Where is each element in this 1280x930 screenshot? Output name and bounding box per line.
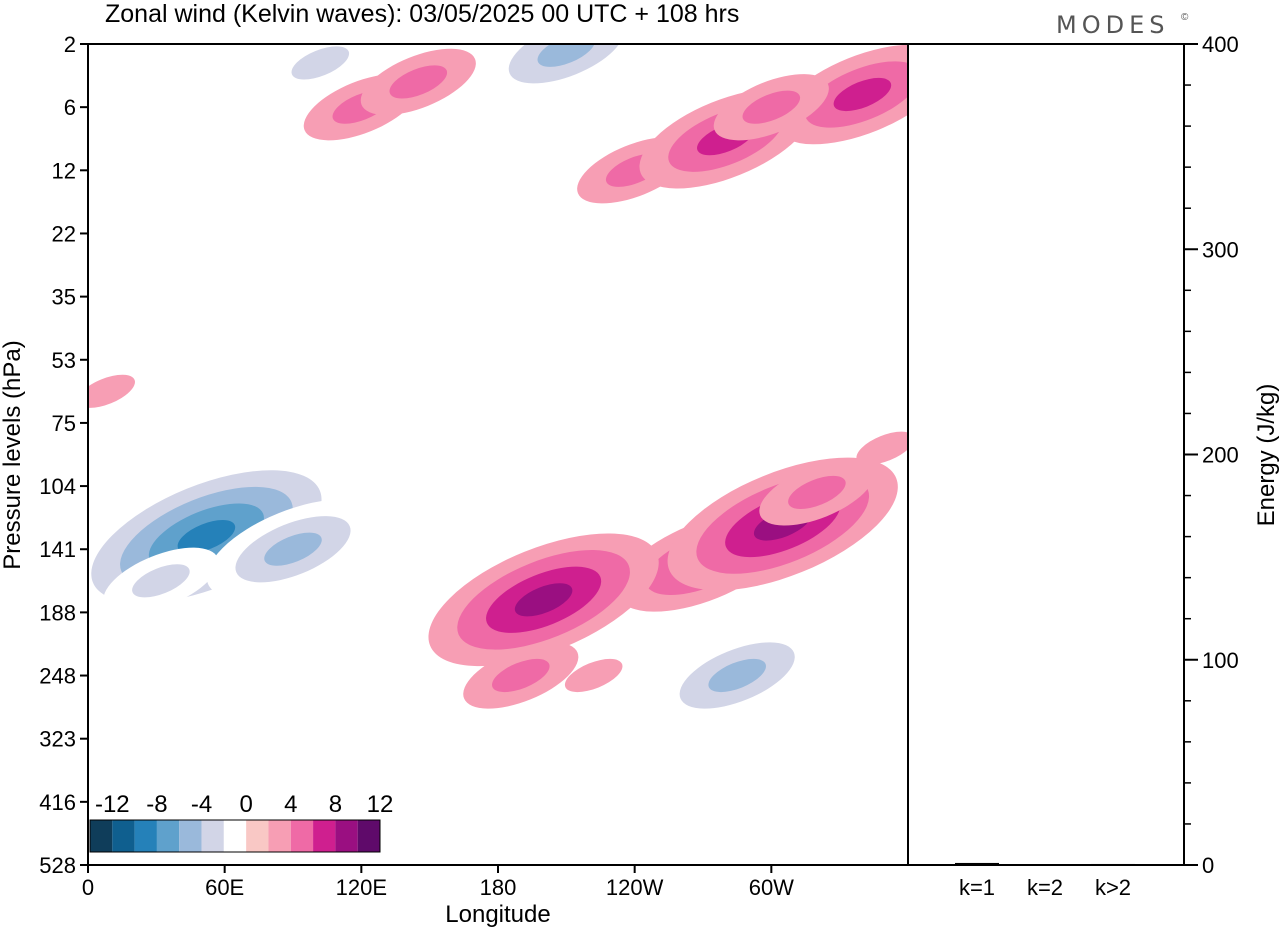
anomaly-contour <box>708 658 766 693</box>
y-tick-label: 104 <box>39 474 76 499</box>
y-tick-label: 6 <box>64 95 76 120</box>
anomaly-contour <box>537 44 596 67</box>
energy-bar <box>955 862 999 865</box>
energy-axis-ticks: 0 100 200 300 400 <box>1184 32 1239 878</box>
x-tick-label: 120W <box>606 875 664 900</box>
energy-bar <box>1091 863 1135 865</box>
colorbar-swatch <box>313 820 336 852</box>
y-tick-label: 416 <box>39 790 76 815</box>
y-tick-label: 22 <box>52 221 76 246</box>
colorbar-swatch <box>335 820 358 852</box>
anomaly-contour <box>177 520 236 554</box>
x-tick-label: 180 <box>480 875 517 900</box>
energy-tick-label: 400 <box>1202 32 1239 57</box>
x-tick-label: 0 <box>82 875 94 900</box>
anomaly-contour <box>88 374 135 408</box>
energy-category-label: k>2 <box>1095 875 1131 900</box>
energy-panel-frame <box>907 43 1185 866</box>
anomaly-contour <box>697 722 755 756</box>
y-tick-label: 12 <box>52 158 76 183</box>
colorbar-swatch <box>134 820 157 852</box>
energy-tick-label: 0 <box>1202 853 1214 878</box>
colorbar-label: -8 <box>146 791 167 818</box>
colorbar-swatch <box>90 820 113 852</box>
y-tick-label: 248 <box>39 664 76 689</box>
x-axis-ticks: 0 60E 120E 180 120W 60W <box>82 865 794 900</box>
colorbar-swatch <box>112 820 135 852</box>
colorbar-swatch <box>290 820 314 852</box>
y-tick-label: 528 <box>39 853 76 878</box>
anomaly-contour <box>132 564 190 598</box>
colorbar: -12 -8 -4 0 4 8 12 <box>89 791 394 853</box>
anomaly-contour <box>564 658 623 693</box>
colorbar-swatch <box>201 820 224 852</box>
x-tick-label: 60W <box>749 875 794 900</box>
y-tick-label: 141 <box>39 537 76 562</box>
chart-title: Zonal wind (Kelvin waves): 03/05/2025 00… <box>105 0 739 28</box>
energy-category-label: k=1 <box>959 875 995 900</box>
anomaly-contour <box>514 583 573 617</box>
energy-axis-label: Energy (J/kg) <box>1253 384 1280 527</box>
colorbar-label: 12 <box>367 791 394 818</box>
y-tick-label: 188 <box>39 600 76 625</box>
x-tick-label: 60E <box>205 875 244 900</box>
colorbar-label: 8 <box>329 791 342 818</box>
y-tick-label: 53 <box>52 348 76 373</box>
colorbar-swatch <box>246 820 269 852</box>
anomaly-contour <box>492 658 550 693</box>
y-axis-label: Pressure levels (hPa) <box>0 340 26 569</box>
energy-category-label: k=2 <box>1027 875 1063 900</box>
anomaly-contour <box>389 65 448 99</box>
energy-bars: k=1 k=2 k>2 <box>955 862 1135 900</box>
energy-tick-label: 100 <box>1202 648 1239 673</box>
anomaly-contour <box>291 46 350 80</box>
y-tick-label: 75 <box>52 411 76 436</box>
colorbar-label: -12 <box>95 791 130 818</box>
x-axis-label: Longitude <box>445 901 550 928</box>
anomaly-contour <box>264 532 322 566</box>
brand-copyright-mark: © <box>1181 12 1189 23</box>
colorbar-swatch <box>179 820 202 852</box>
y-axis-ticks: 2 6 12 22 35 53 75 104 141 188 248 323 416 528 <box>39 32 88 878</box>
anomaly-contour <box>742 90 801 124</box>
x-tick-label: 120E <box>336 875 387 900</box>
colorbar-swatch <box>357 820 380 852</box>
heatmap-frame <box>87 43 909 866</box>
colorbar-label: 4 <box>284 791 297 818</box>
colorbar-label: -4 <box>191 791 212 818</box>
colorbar-label: 0 <box>240 791 253 818</box>
brand-logo: MODES <box>1056 11 1169 39</box>
colorbar-frame <box>89 819 381 853</box>
anomaly-contour <box>856 431 908 465</box>
y-tick-label: 35 <box>52 285 76 310</box>
anomaly-contour <box>833 77 892 112</box>
heatmap-area <box>88 44 908 756</box>
energy-tick-label: 200 <box>1202 443 1239 468</box>
anomaly-contour <box>788 475 846 509</box>
y-tick-label: 2 <box>64 32 76 57</box>
colorbar-swatch <box>223 820 247 852</box>
y-tick-label: 323 <box>39 727 76 752</box>
colorbar-swatch <box>156 820 180 852</box>
energy-tick-label: 300 <box>1202 237 1239 262</box>
anomaly-contour <box>578 65 637 99</box>
colorbar-swatch <box>268 820 291 852</box>
